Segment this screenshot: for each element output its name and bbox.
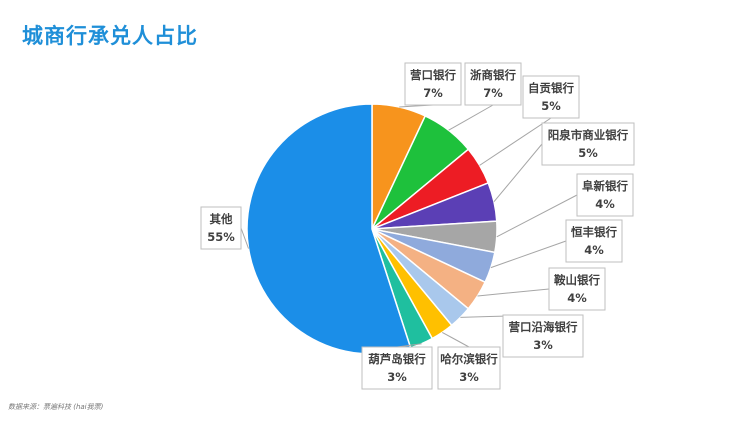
data-label-box-6 bbox=[548, 267, 606, 311]
data-label-pct-3: 5% bbox=[578, 146, 598, 160]
data-label-box-2 bbox=[522, 75, 580, 119]
data-label-box-7 bbox=[502, 314, 584, 358]
data-label-pct-10: 55% bbox=[207, 230, 235, 244]
leader-line-9 bbox=[396, 343, 422, 348]
data-label-box-0 bbox=[404, 62, 462, 106]
data-label-name-1: 浙商银行 bbox=[470, 68, 516, 82]
data-label-pct-0: 7% bbox=[423, 86, 443, 100]
data-label-name-0: 营口银行 bbox=[410, 68, 456, 82]
leader-line-2 bbox=[479, 117, 552, 166]
pie-slice-10 bbox=[246, 103, 412, 355]
data-label-pct-1: 7% bbox=[483, 86, 503, 100]
leader-line-10 bbox=[240, 227, 250, 249]
leader-line-5 bbox=[490, 240, 567, 269]
leader-line-8 bbox=[442, 331, 470, 348]
data-label-pct-8: 3% bbox=[459, 370, 479, 384]
data-label-box-9 bbox=[361, 346, 433, 390]
data-label-pct-4: 4% bbox=[595, 197, 615, 211]
data-label-pct-2: 5% bbox=[541, 99, 561, 113]
data-label-name-5: 恒丰银行 bbox=[571, 225, 617, 239]
data-source-note: 数据来源：票遍科技 (hai我票) bbox=[8, 403, 104, 411]
data-label-box-5 bbox=[565, 219, 623, 263]
pie-labels: 营口银行 7% 浙商银行 7% 自贡银行 5% 阳泉市商业银行 5% 阜新银行 4% 恒丰银行 4% 鞍… bbox=[200, 62, 635, 390]
data-label-name-6: 鞍山银行 bbox=[554, 273, 600, 287]
data-label-pct-6: 4% bbox=[567, 291, 587, 305]
chart-title: 城商行承兑人占比 bbox=[22, 24, 198, 48]
leader-line-4 bbox=[496, 194, 578, 238]
data-label-name-7: 营口沿海银行 bbox=[509, 320, 578, 334]
leader-line-3 bbox=[493, 143, 543, 203]
data-label-box-3 bbox=[541, 122, 635, 166]
data-label-box-1 bbox=[464, 62, 522, 106]
data-label-pct-9: 3% bbox=[387, 370, 407, 384]
data-label-name-3: 阳泉市商业银行 bbox=[548, 128, 629, 142]
data-label-box-10 bbox=[200, 206, 242, 250]
leader-line-1 bbox=[448, 104, 494, 131]
data-label-box-4 bbox=[576, 173, 634, 217]
data-label-name-8: 哈尔滨银行 bbox=[440, 352, 498, 366]
data-label-pct-5: 4% bbox=[584, 243, 604, 257]
leader-line-6 bbox=[477, 288, 550, 297]
data-label-name-2: 自贡银行 bbox=[528, 81, 574, 95]
data-label-name-10: 其他 bbox=[210, 212, 233, 226]
data-label-box-8 bbox=[437, 346, 501, 390]
data-label-name-4: 阜新银行 bbox=[582, 179, 628, 193]
data-label-pct-7: 3% bbox=[533, 338, 553, 352]
pie-slices bbox=[246, 103, 498, 355]
data-label-name-9: 葫芦岛银行 bbox=[368, 352, 426, 366]
